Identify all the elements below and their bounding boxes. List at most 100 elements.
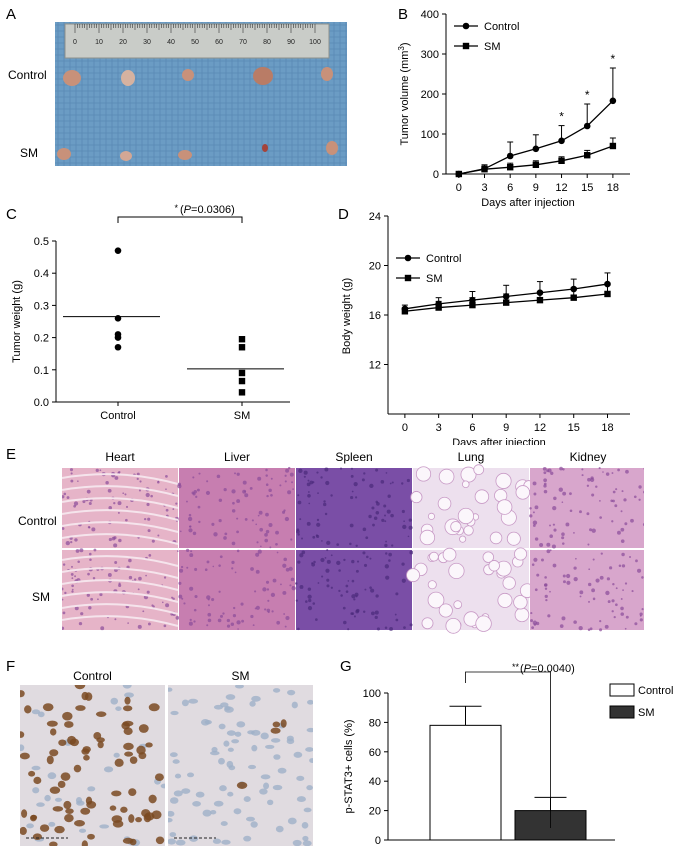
ihc-nucleus-blue [260,732,269,740]
nucleus [371,506,375,510]
nucleus [320,476,323,479]
ihc-nucleus-blue [103,766,114,773]
nucleus [566,573,571,579]
alveolus [427,591,445,609]
nucleus [606,577,610,581]
ihc-nucleus-brown [64,721,74,728]
nucleus [620,527,625,532]
legend-marker [462,22,470,30]
nucleus [148,553,152,557]
ihc-nucleus-brown [155,836,165,845]
nucleus [251,519,254,522]
ihc-nucleus-brown [87,833,95,840]
ihc-nucleus-brown [84,692,93,701]
nucleus [375,594,379,598]
nucleus [573,566,577,570]
ihc-nucleus-blue [305,747,313,752]
nucleus [543,482,547,486]
nucleus [611,599,615,603]
nucleus [145,492,150,498]
muscle-fiber [61,509,179,521]
ihc-nucleus-blue [220,702,229,708]
nucleus [389,482,392,485]
ihc-nucleus-blue [287,689,296,696]
nucleus [602,471,604,473]
nucleus [74,575,77,578]
nucleus [408,518,412,522]
nucleus [138,576,142,581]
y-tick-label: 0.4 [34,268,49,280]
ihc-nucleus-blue [174,773,182,779]
ihc-nucleus-blue [170,710,179,716]
nucleus [307,587,312,591]
nucleus [388,559,391,562]
nucleus [231,509,236,513]
nucleus [599,516,602,519]
nucleus [550,471,554,475]
ihc-nucleus-brown [52,806,64,812]
nucleus [354,496,358,499]
nucleus [534,588,538,592]
nucleus [532,524,536,527]
nucleus [163,576,167,579]
nucleus [338,589,341,593]
nucleus [177,484,182,489]
nucleus [549,524,551,527]
alveolus [513,595,528,610]
nucleus [60,626,65,630]
ihc-nucleus-brown [28,770,36,777]
ihc-nucleus-blue [243,835,252,842]
nucleus [99,469,102,472]
muscle-fiber [61,521,179,533]
nucleus [180,565,184,569]
nucleus [194,594,198,599]
nucleus [265,529,270,534]
ihc-nucleus-blue [267,799,274,806]
nucleus [295,599,298,602]
alveolus [514,547,528,561]
nucleus [204,568,208,572]
nucleus [258,510,263,515]
panel-letter-d: D [338,206,349,223]
nucleus [395,618,399,622]
muscle-fiber [61,567,179,579]
ihc-nucleus-blue [175,839,186,846]
ihc-nucleus-brown [39,824,50,832]
nucleus [297,500,302,505]
chart-pstat3: 0 20 40 60 80 100 ** (P=0.0040) Control SM p-STAT3… [343,662,673,847]
nucleus [292,488,294,491]
ihc-nucleus-blue [270,738,281,743]
nucleus [150,494,153,498]
muscle-fiber [61,473,179,485]
y-tick-label: 12 [369,360,381,372]
nucleus [62,611,66,615]
panel-letter-f: F [6,658,16,675]
nucleus [297,560,301,564]
legend-marker [404,254,412,262]
nucleus [373,516,378,521]
nucleus [62,563,66,566]
histology-tile [179,550,295,630]
nucleus [401,578,406,583]
nucleus [565,522,570,527]
nucleus [287,466,291,470]
nucleus [615,488,618,491]
ihc-nucleus-brown [64,813,74,823]
nucleus [540,558,544,562]
nucleus [347,580,350,582]
nucleus [307,491,310,493]
y-axis-title: Body weight (g) [341,278,353,354]
nucleus [308,598,312,603]
nucleus [206,595,211,600]
nucleus [282,510,286,514]
nucleus [407,535,410,538]
nucleus [297,494,300,497]
nucleus [599,620,602,623]
nucleus [385,575,390,580]
nucleus [266,608,271,613]
nucleus [95,468,99,473]
ihc-nucleus-blue [247,730,255,735]
nucleus [193,620,196,623]
nucleus [566,580,571,585]
nucleus [151,539,155,543]
